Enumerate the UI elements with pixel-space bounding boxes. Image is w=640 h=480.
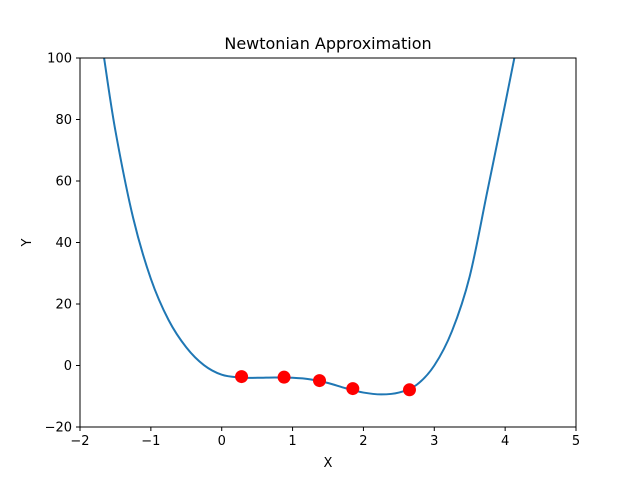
x-tick-label: −1 bbox=[141, 434, 160, 449]
iteration-point bbox=[277, 370, 291, 384]
x-tick-label: 2 bbox=[359, 434, 367, 449]
x-tick-label: −2 bbox=[70, 434, 89, 449]
x-axis: −2 −1 0 1 2 3 4 5 bbox=[70, 427, 580, 449]
y-tick-label: 0 bbox=[64, 359, 72, 374]
y-tick-label: 100 bbox=[47, 52, 72, 67]
y-tick-label: 80 bbox=[55, 113, 72, 128]
function-curve bbox=[103, 58, 516, 396]
chart-title: Newtonian Approximation bbox=[224, 34, 431, 53]
x-tick-label: 0 bbox=[218, 434, 226, 449]
iteration-point bbox=[346, 382, 360, 396]
y-tick-label: 60 bbox=[55, 175, 72, 190]
x-tick-label: 1 bbox=[288, 434, 296, 449]
y-tick-label: −20 bbox=[45, 421, 72, 436]
x-axis-label: X bbox=[324, 456, 333, 471]
x-tick-label: 3 bbox=[430, 434, 438, 449]
x-tick-label: 4 bbox=[501, 434, 509, 449]
y-tick-label: 20 bbox=[55, 298, 72, 313]
iteration-point bbox=[235, 370, 249, 384]
x-tick-label: 5 bbox=[572, 434, 580, 449]
y-tick-label: 40 bbox=[55, 236, 72, 251]
iteration-point bbox=[402, 383, 416, 397]
y-axis-label: Y bbox=[20, 238, 35, 247]
iteration-point bbox=[312, 374, 326, 388]
plot-area bbox=[103, 58, 516, 397]
y-axis: −20 0 20 40 60 80 100 bbox=[45, 52, 80, 436]
